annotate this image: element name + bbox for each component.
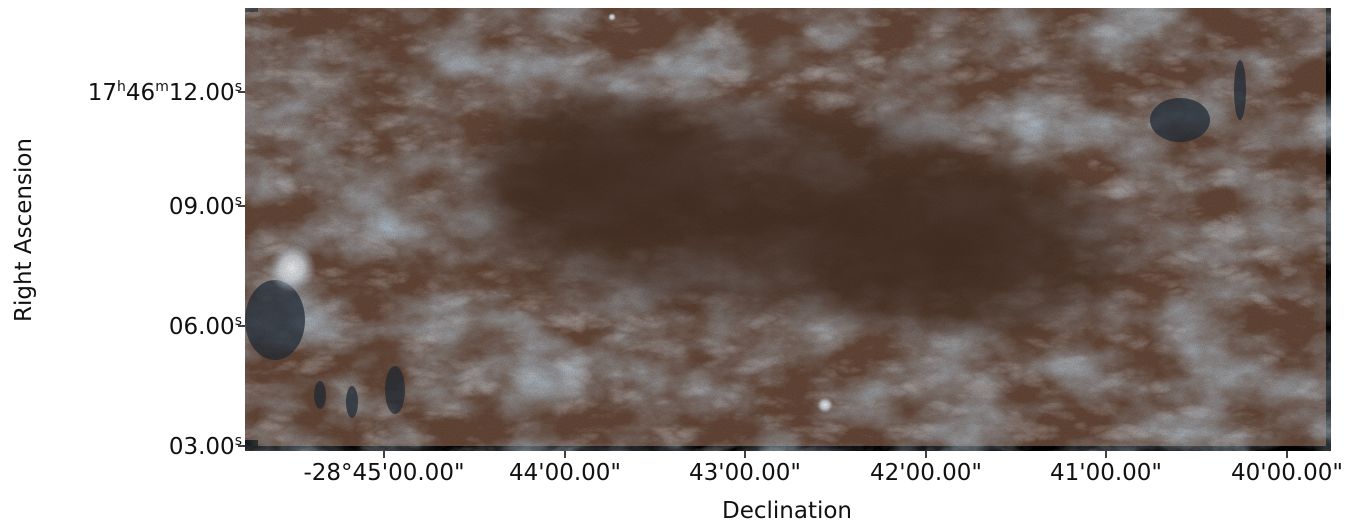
y-tick-label: 03.00s: [168, 433, 242, 460]
x-tick-label: 44'00.00": [508, 460, 622, 486]
x-tick-label: 40'00.00": [1230, 460, 1344, 486]
noise-layer: [245, 8, 1331, 451]
y-tick-label: 06.00s: [168, 313, 242, 340]
y-ticks: [238, 91, 245, 447]
x-tick-label: 43'00.00": [688, 460, 802, 486]
y-axis-title: Right Ascension: [11, 138, 37, 322]
x-axis-title: Declination: [721, 498, 853, 524]
x-tick-label: 42'00.00": [869, 460, 983, 486]
x-tick-label: 41'00.00": [1049, 460, 1163, 486]
y-tick-label: 17h46m12.00s: [87, 79, 242, 106]
y-tick-label: 09.00s: [168, 193, 242, 220]
x-tick-label: -28°45'00.00": [303, 460, 465, 486]
x-ticks: [383, 451, 1288, 458]
